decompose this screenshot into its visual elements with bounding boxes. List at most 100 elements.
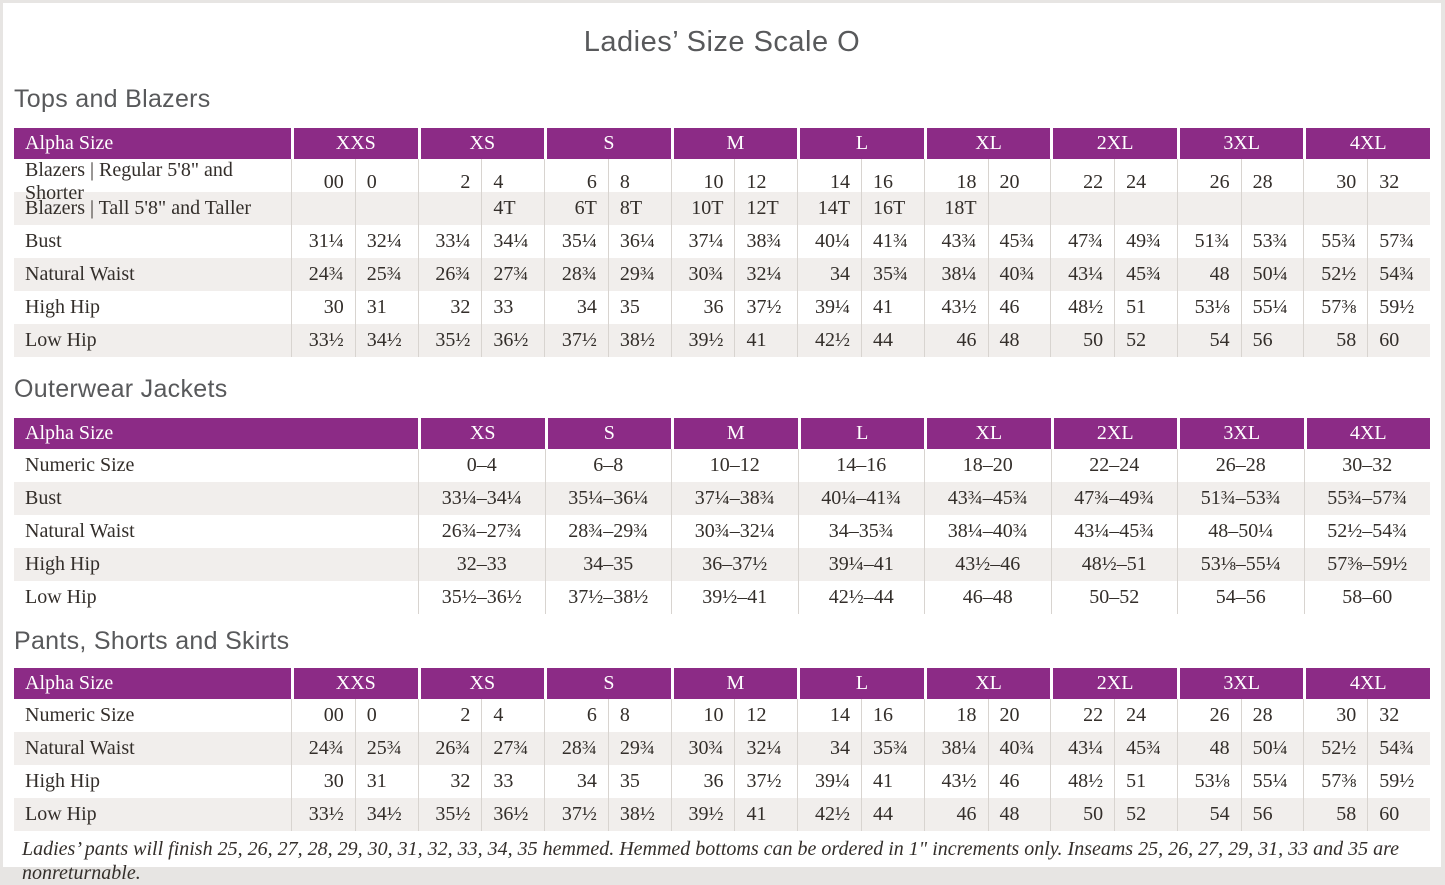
data-value: 37½ — [734, 291, 797, 324]
data-value: 43½ — [941, 296, 977, 318]
table-header-row: Alpha Size XXS XS S M L XL 2XL 3XL 4XL — [14, 128, 1430, 159]
data-value: 33½ — [308, 803, 344, 825]
data-cell: 57⅜–59½ — [1303, 548, 1431, 581]
data-cell: 34–35 — [544, 548, 672, 581]
data-value: 4 — [481, 159, 544, 205]
data-cell: 30 31 — [291, 291, 418, 324]
data-cell: 39¼ 41 — [797, 765, 924, 798]
data-cell: 43¾ 45¾ — [923, 225, 1051, 258]
data-cell: 51¾–53¾ — [1177, 482, 1304, 515]
data-value: 57¾ — [1367, 225, 1430, 258]
data-value — [1051, 192, 1114, 225]
data-value: 8T — [607, 192, 671, 225]
data-cell: 53⅛ 55¼ — [1176, 765, 1304, 798]
table-row: Low Hip 33½ 34½ 35½ 36½ 37½ 38½ 39½ 41 42½ 44 46 48 5… — [14, 798, 1430, 831]
data-value: 30 — [1336, 704, 1357, 726]
size-column-header: 3XL — [1176, 668, 1304, 699]
data-cell: 24¾ 25¾ — [291, 732, 418, 765]
data-cell: 58–60 — [1303, 581, 1431, 614]
data-cell: 39½ 41 — [670, 798, 798, 831]
size-column-header: L — [797, 418, 924, 449]
data-value: 4 — [481, 699, 544, 732]
data-cell: 43½ 46 — [923, 291, 1051, 324]
data-value: 48 — [987, 798, 1051, 831]
data-cell: 26 28 — [1176, 699, 1304, 732]
data-cell: 28¾ 29¾ — [544, 732, 671, 765]
table-row: Numeric Size 0–4 6–8 10–12 14–16 18–20 22–24 26… — [14, 449, 1430, 482]
data-value: 41 — [734, 324, 797, 357]
data-value: 6T — [574, 197, 597, 219]
size-column-header: XL — [923, 128, 1051, 159]
data-cell: 00 0 — [291, 159, 418, 205]
data-cell: 43¼–45¾ — [1050, 515, 1178, 548]
data-cell: 36–37½ — [671, 548, 798, 581]
section-outerwear-jackets: Outerwear Jackets Alpha Size XS S M L XL 2XL 3X… — [14, 374, 1430, 614]
data-value: 48 — [1209, 263, 1230, 285]
data-value: 36 — [703, 296, 724, 318]
data-value: 40¾ — [987, 732, 1051, 765]
data-value: 36½ — [481, 324, 544, 357]
data-cell: 54–56 — [1177, 581, 1304, 614]
data-value: 43¼ — [1068, 263, 1104, 285]
row-label: Low Hip — [25, 586, 97, 608]
data-value: 18 — [956, 170, 977, 193]
data-cell: 26–28 — [1177, 449, 1304, 482]
data-value: 50 — [1083, 329, 1104, 351]
data-value: 47¾ — [1068, 230, 1104, 252]
data-value — [354, 192, 418, 225]
data-cell: 48½ 51 — [1050, 765, 1177, 798]
row-label: Numeric Size — [25, 704, 135, 726]
data-value: 35¼ — [561, 230, 597, 252]
data-value: 37½ — [561, 329, 597, 351]
data-cell: 26¾–27¾ — [418, 515, 545, 548]
table-row: Numeric Size 00 0 2 4 6 8 10 12 14 16 18 20 22 24 26 28 3… — [14, 699, 1430, 732]
data-value: 43½ — [941, 770, 977, 792]
data-value: 32¼ — [734, 732, 797, 765]
data-cell: 58 60 — [1303, 324, 1430, 357]
data-cell: 33¼–34¼ — [418, 482, 545, 515]
section-title-outerwear-jackets: Outerwear Jackets — [14, 375, 228, 403]
data-value: 24 — [1114, 159, 1177, 205]
data-cell: 34 35¾ — [797, 258, 924, 291]
data-value: 16 — [860, 159, 924, 205]
data-value: 24 — [1114, 699, 1177, 732]
data-value: 54 — [1209, 803, 1230, 825]
data-cell: 18T — [923, 192, 1051, 225]
data-value: 34 — [576, 770, 597, 792]
data-value: 18T — [944, 197, 977, 219]
data-cell: 32 33 — [417, 765, 545, 798]
row-label: High Hip — [25, 296, 100, 318]
data-value: 30¾ — [688, 737, 724, 759]
data-cell: 36 37½ — [670, 765, 798, 798]
data-cell: 42½ 44 — [797, 798, 924, 831]
size-column-header: XL — [923, 668, 1051, 699]
data-value: 36¼ — [607, 225, 671, 258]
data-value — [292, 192, 355, 225]
size-column-header: 2XL — [1050, 128, 1177, 159]
data-value: 4T — [481, 192, 544, 225]
data-cell: 28¾–29¾ — [544, 515, 672, 548]
data-value: 16T — [860, 192, 924, 225]
data-cell: 58 60 — [1303, 798, 1430, 831]
section-pants-shorts-skirts: Pants, Shorts and Skirts Alpha Size XXS XS… — [14, 626, 1430, 831]
data-cell: 0–4 — [418, 449, 545, 482]
data-value: 34 — [829, 737, 850, 759]
data-cell: 34 35¾ — [797, 732, 924, 765]
data-value: 24¾ — [308, 263, 344, 285]
data-value: 60 — [1367, 324, 1430, 357]
data-value: 26¾ — [435, 737, 471, 759]
row-label: Bust — [25, 230, 62, 252]
data-value: 32 — [450, 770, 471, 792]
data-value: 12 — [734, 699, 797, 732]
data-value: 41 — [860, 765, 924, 798]
data-value: 35 — [607, 291, 671, 324]
data-cell: 48½ 51 — [1050, 291, 1177, 324]
data-value — [419, 192, 482, 225]
data-value: 48½ — [1068, 296, 1104, 318]
size-column-header: M — [671, 418, 798, 449]
data-cell: 32 33 — [417, 291, 545, 324]
data-value: 43¼ — [1068, 737, 1104, 759]
data-value: 54¾ — [1367, 732, 1430, 765]
